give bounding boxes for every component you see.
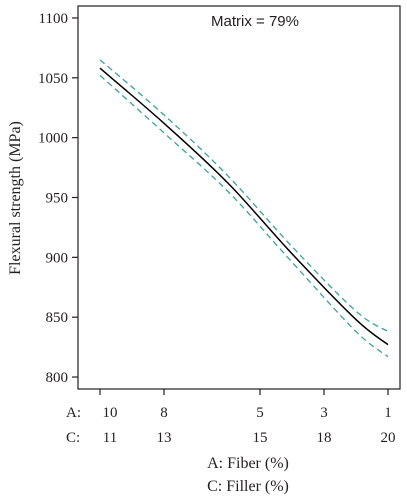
y-tick-label: 1050 [38,71,68,87]
x-tick-label-a: 8 [160,405,168,421]
y-tick-label: 850 [46,310,69,326]
x-tick-label-a: 5 [256,405,264,421]
x-row-label-a: A: [66,405,81,421]
x-tick-label-a: 10 [103,405,118,421]
x-tick-label-c: 15 [253,430,268,446]
plot-frame [78,6,400,389]
x-tick-label-c: 13 [157,430,172,446]
series-line-lower [100,75,388,356]
y-axis: 800 850 900 950 1000 1050 1100 [38,11,78,386]
y-tick-label: 800 [46,370,69,386]
x-tick-label-a: 3 [320,405,328,421]
y-tick-label: 900 [46,250,69,266]
x-axis-title-c: C: Filler (%) [207,478,289,495]
x-tick-label-c: 11 [103,430,117,446]
x-tick-label-c: 20 [381,430,396,446]
y-tick-label: 1100 [39,11,68,27]
x-axis-title-a: A: Fiber (%) [207,455,289,472]
annotation-matrix: Matrix = 79% [211,13,299,30]
series-layer [100,60,388,357]
y-tick-label: 1000 [38,131,68,147]
y-axis-title: Flexural strength (MPa) [7,121,24,275]
series-line-upper [100,60,388,332]
x-tick-label-c: 18 [317,430,332,446]
series-line-prediction [100,68,388,344]
x-tick-label-a: 1 [384,405,392,421]
x-axis: 10 11 8 13 5 15 3 18 1 20 A: C: [66,389,396,446]
x-row-label-c: C: [66,430,80,446]
y-tick-label: 950 [46,191,69,207]
